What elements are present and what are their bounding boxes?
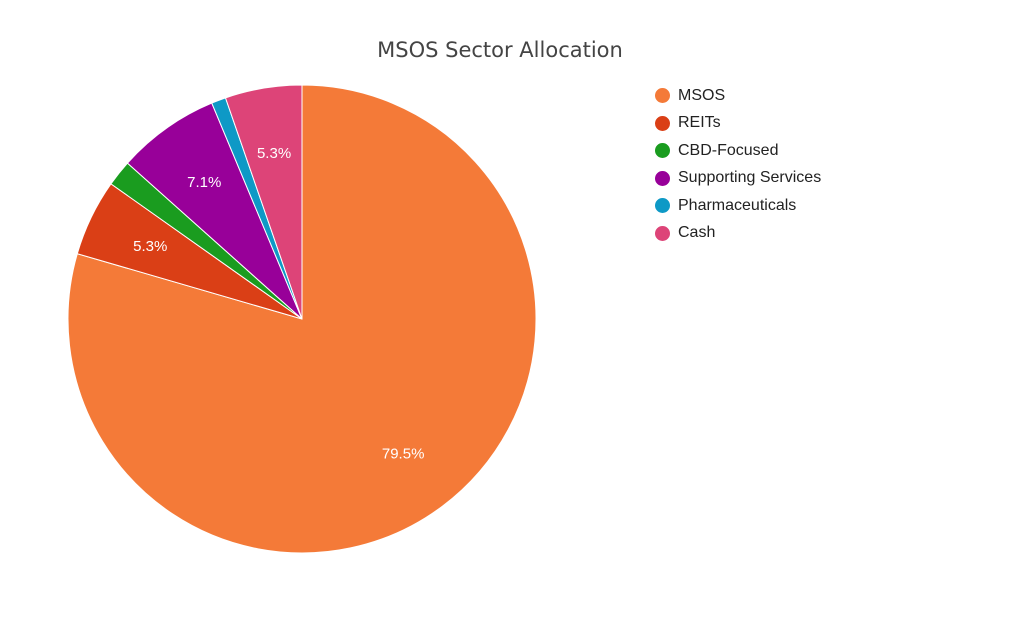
chart-title: MSOS Sector Allocation — [377, 38, 623, 62]
legend-item: CBD-Focused — [655, 137, 821, 165]
slice-label: 5.3% — [133, 238, 167, 255]
slice-label: 7.1% — [187, 174, 221, 191]
legend-label: Pharmaceuticals — [678, 196, 797, 214]
legend-label: Supporting Services — [678, 169, 822, 187]
pie-slice-cash — [224, 84, 303, 320]
legend-label: Cash — [678, 224, 716, 242]
pie-chart: 79.5% 5.3% 7.1% 5.3% — [67, 84, 537, 554]
legend-swatch — [655, 198, 670, 214]
legend-swatch — [655, 170, 670, 186]
legend-item: REITs — [655, 110, 821, 138]
legend-swatch — [655, 88, 670, 104]
slice-label: 79.5% — [382, 446, 425, 463]
legend-swatch — [655, 225, 670, 241]
legend-item: MSOS — [655, 82, 821, 110]
legend-label: CBD-Focused — [678, 141, 779, 159]
legend-swatch — [655, 143, 670, 159]
slice-label: 5.3% — [257, 145, 291, 162]
pie-labels: 79.5% 5.3% 7.1% 5.3% — [133, 145, 424, 463]
legend-item: Cash — [655, 220, 821, 248]
pie-slices — [67, 84, 537, 554]
legend-swatch — [655, 115, 670, 131]
legend-label: REITs — [678, 114, 721, 132]
legend-label: MSOS — [678, 86, 726, 104]
legend-item: Pharmaceuticals — [655, 192, 821, 220]
pie-slice-supporting-services — [126, 102, 303, 320]
legend: MSOS REITs CBD-Focused Supporting Services P… — [655, 82, 821, 247]
legend-item: Supporting Services — [655, 165, 821, 193]
